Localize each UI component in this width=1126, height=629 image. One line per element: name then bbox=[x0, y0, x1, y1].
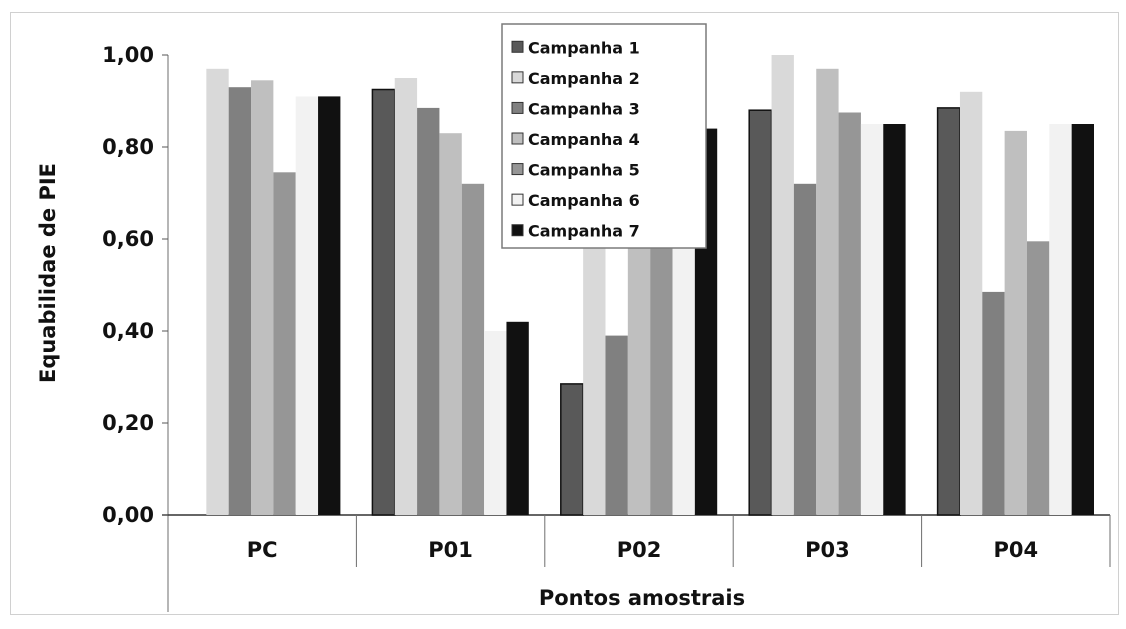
bar bbox=[959, 91, 983, 516]
bar bbox=[273, 172, 296, 516]
legend-label: Campanha 1 bbox=[528, 38, 640, 57]
legend-swatch bbox=[511, 40, 524, 53]
bar bbox=[793, 183, 817, 516]
bar bbox=[1004, 130, 1027, 515]
bar bbox=[583, 218, 606, 516]
legend-label: Campanha 6 bbox=[528, 191, 640, 210]
x-tick-label: P03 bbox=[805, 538, 850, 562]
legend-label: Campanha 7 bbox=[528, 222, 640, 241]
x-tick-label: PC bbox=[247, 538, 278, 562]
bar bbox=[1026, 241, 1050, 516]
bar bbox=[439, 133, 462, 515]
bar bbox=[318, 96, 341, 516]
y-tick-label: 0,40 bbox=[102, 319, 154, 343]
bar bbox=[394, 78, 418, 515]
x-tick-label: P01 bbox=[428, 538, 473, 562]
legend-swatch bbox=[511, 101, 524, 114]
bar bbox=[816, 68, 839, 516]
bar bbox=[1049, 124, 1072, 515]
bar bbox=[672, 239, 695, 515]
legend-swatch bbox=[511, 193, 524, 206]
y-tick-label: 0,80 bbox=[102, 135, 154, 159]
bar bbox=[295, 96, 319, 516]
bar bbox=[650, 213, 673, 515]
y-tick-label: 0,00 bbox=[102, 503, 154, 527]
bar bbox=[371, 88, 396, 516]
bar bbox=[627, 239, 651, 515]
bar bbox=[860, 124, 884, 515]
bar bbox=[417, 107, 440, 516]
bar bbox=[748, 109, 773, 516]
bar bbox=[251, 80, 274, 516]
y-tick-label: 1,00 bbox=[102, 43, 154, 67]
bar bbox=[560, 383, 584, 516]
bar bbox=[838, 112, 861, 515]
bar bbox=[484, 331, 507, 515]
y-axis-label: Equabilidae de PIE bbox=[36, 163, 60, 383]
legend-swatch bbox=[511, 163, 524, 176]
x-axis-label: Pontos amostrais bbox=[539, 586, 745, 610]
legend-label: Campanha 2 bbox=[528, 69, 640, 88]
chart-border bbox=[10, 12, 1119, 615]
bar bbox=[228, 87, 252, 515]
x-tick-label: P02 bbox=[617, 538, 662, 562]
bar bbox=[883, 124, 906, 515]
bar bbox=[206, 68, 229, 516]
legend-box bbox=[501, 23, 707, 249]
legend-swatch bbox=[511, 224, 524, 237]
legend: Campanha 1 Campanha 2 Campanha 3 Campanha 4… bbox=[501, 23, 707, 249]
bar bbox=[506, 321, 529, 515]
bar bbox=[1071, 124, 1094, 515]
y-tick-label: 0,20 bbox=[102, 411, 154, 435]
y-tick-label: 0,60 bbox=[102, 227, 154, 251]
x-tick-label: P04 bbox=[993, 538, 1038, 562]
bar bbox=[461, 183, 485, 516]
bar bbox=[605, 335, 628, 515]
bar bbox=[982, 291, 1005, 515]
bar bbox=[771, 55, 794, 515]
bar bbox=[936, 107, 961, 516]
legend-label: Campanha 3 bbox=[528, 99, 640, 118]
legend-swatch bbox=[511, 132, 524, 145]
legend-swatch bbox=[511, 71, 524, 84]
legend-label: Campanha 5 bbox=[528, 161, 640, 180]
legend-label: Campanha 4 bbox=[528, 130, 640, 149]
